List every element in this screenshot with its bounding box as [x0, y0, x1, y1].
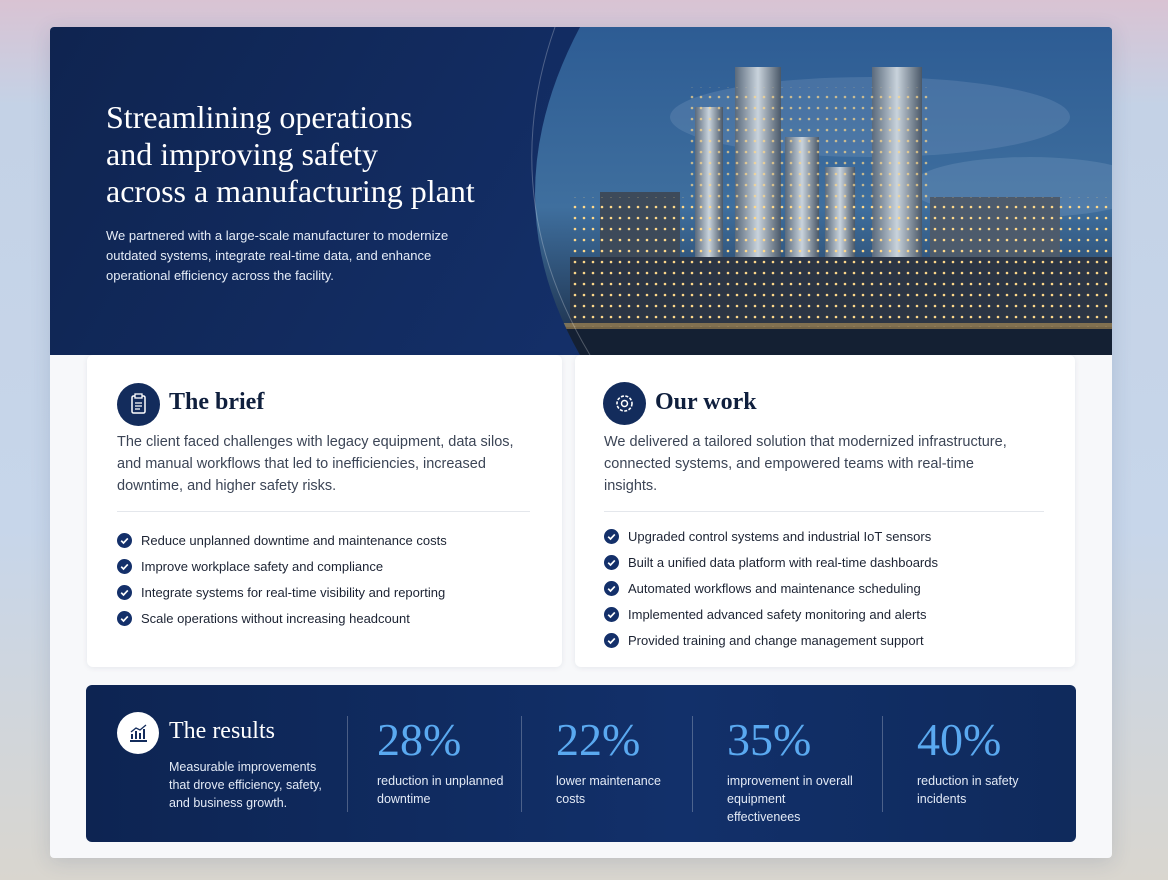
results: The results Measurable improvements that… [86, 685, 1076, 842]
hero-title-line: across a manufacturing plant [106, 173, 475, 209]
check-icon [117, 584, 132, 600]
list-item: Built a unified data platform with real-… [604, 549, 938, 575]
list-item-text: Upgraded control systems and industrial … [628, 528, 932, 544]
hero-image [531, 27, 1112, 355]
check-icon [117, 610, 132, 626]
list-item: Upgraded control systems and industrial … [604, 523, 938, 549]
work-card: Our work We delivered a tailored solutio… [575, 355, 1075, 667]
case-study: Streamlining operations and improving saf… [50, 27, 1112, 858]
stat-value: 28% [377, 714, 462, 765]
hero-text: We partnered with a large-scale manufact… [106, 228, 449, 283]
results-icon [117, 712, 159, 754]
brief-icon [117, 383, 160, 426]
list-item-text: Provided training and change management … [628, 632, 924, 648]
divider [692, 716, 693, 812]
check-icon [604, 632, 619, 648]
list-item: Implemented advanced safety monitoring a… [604, 601, 938, 627]
list-item: Integrate systems for real-time visibili… [117, 579, 447, 605]
divider [347, 716, 348, 812]
list-item: Improve workplace safety and compliance [117, 553, 447, 579]
hero-title-line: and improving safety [106, 136, 378, 172]
work-icon [603, 382, 646, 425]
check-icon [604, 528, 619, 544]
list-item: Automated workflows and maintenance sche… [604, 575, 938, 601]
list-item: Reduce unplanned downtime and maintenanc… [117, 527, 447, 553]
stat-label: improvement in overall equipment effecti… [727, 774, 853, 824]
check-icon [117, 532, 132, 548]
list-item: Provided training and change management … [604, 627, 938, 653]
list-item: Scale operations without increasing head… [117, 605, 447, 631]
list-item-text: Integrate systems for real-time visibili… [141, 584, 446, 600]
stat-label: reduction in safety incidents [917, 774, 1019, 806]
list-item-text: Improve workplace safety and compliance [141, 558, 384, 574]
list-item-text: Scale operations without increasing head… [141, 610, 410, 626]
results-text: Measurable improvements that drove effic… [169, 760, 322, 810]
list-item-text: Automated workflows and maintenance sche… [628, 580, 921, 596]
list-item-text: Built a unified data platform with real-… [628, 554, 938, 570]
stat-value: 35% [727, 714, 812, 765]
divider [117, 511, 530, 512]
results-title: The results [169, 718, 275, 744]
divider [604, 511, 1044, 512]
divider [882, 716, 883, 812]
check-icon [604, 606, 619, 622]
brief-list: Reduce unplanned downtime and maintenanc… [117, 527, 447, 631]
stat-label: reduction in unplanned downtime [377, 774, 504, 806]
hero-title: Streamlining operations and improving saf… [106, 99, 475, 210]
work-title: Our work [655, 389, 757, 415]
brief-card: The brief The client faced challenges wi… [87, 355, 562, 667]
brief-text: The client faced challenges with legacy … [117, 434, 514, 494]
list-item-text: Reduce unplanned downtime and maintenanc… [141, 532, 447, 548]
stat-value: 40% [917, 714, 1002, 765]
hero: Streamlining operations and improving saf… [50, 27, 1112, 355]
stat-value: 22% [556, 714, 641, 765]
check-icon [604, 554, 619, 570]
hero-title-line: Streamlining operations [106, 99, 413, 135]
list-item-text: Implemented advanced safety monitoring a… [628, 606, 927, 622]
divider [521, 716, 522, 812]
brief-title: The brief [169, 389, 265, 415]
work-text: We delivered a tailored solution that mo… [604, 434, 1007, 494]
stat-label: lower maintenance costs [556, 774, 661, 806]
check-icon [117, 558, 132, 574]
check-icon [604, 580, 619, 596]
work-list: Upgraded control systems and industrial … [604, 523, 938, 653]
